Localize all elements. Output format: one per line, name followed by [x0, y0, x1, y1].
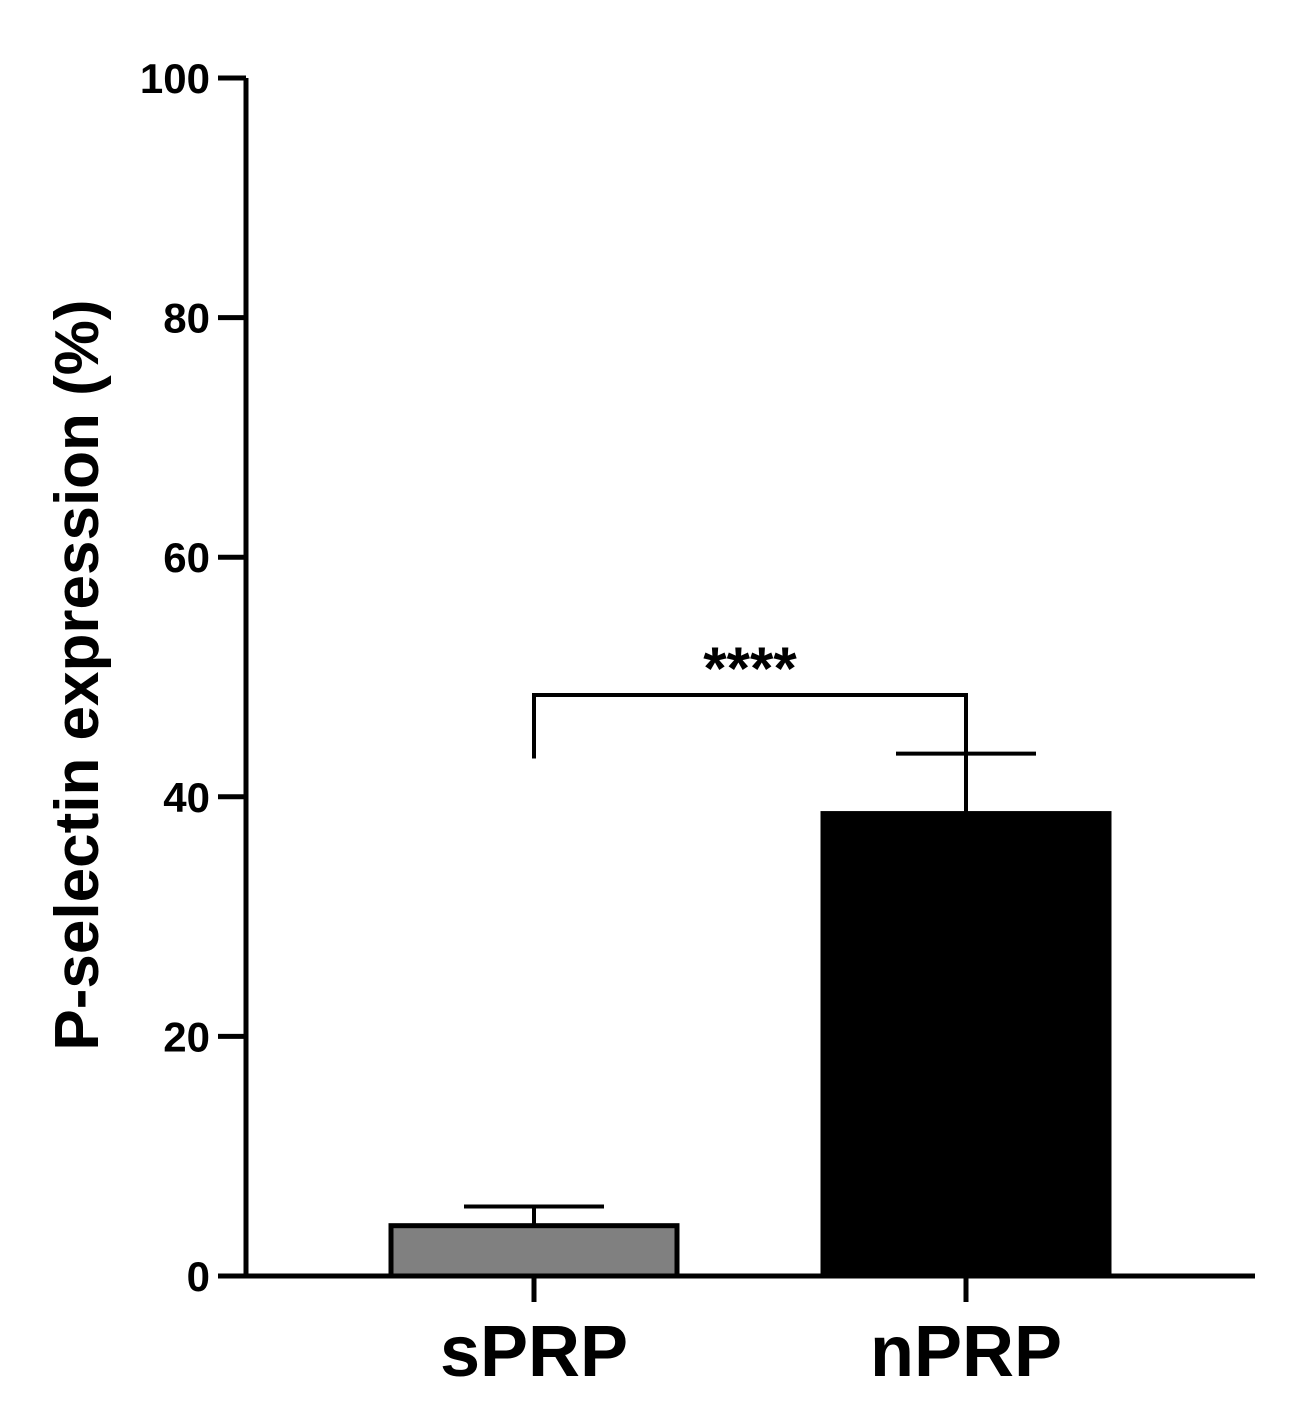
- y-tick-label: 40: [163, 774, 210, 821]
- bar-sPRP: [388, 1223, 680, 1279]
- bar-nPRP: [820, 811, 1112, 1279]
- y-tick-label: 20: [163, 1013, 210, 1060]
- significance-label: ****: [703, 635, 797, 702]
- y-tick-label: 0: [187, 1253, 210, 1300]
- x-tick-label-sPRP: sPRP: [440, 1312, 628, 1392]
- significance-bracket: [532, 692, 968, 759]
- y-tick-label: 100: [140, 55, 210, 102]
- plot-area: 0 20 40 60 80 100 sPRP nPRP ****: [140, 55, 1255, 1392]
- y-tick-label: 60: [163, 534, 210, 581]
- y-axis-title: P-selectin expression (%): [43, 299, 112, 1050]
- y-tick-label: 80: [163, 295, 210, 342]
- x-tick-label-nPRP: nPRP: [870, 1312, 1062, 1392]
